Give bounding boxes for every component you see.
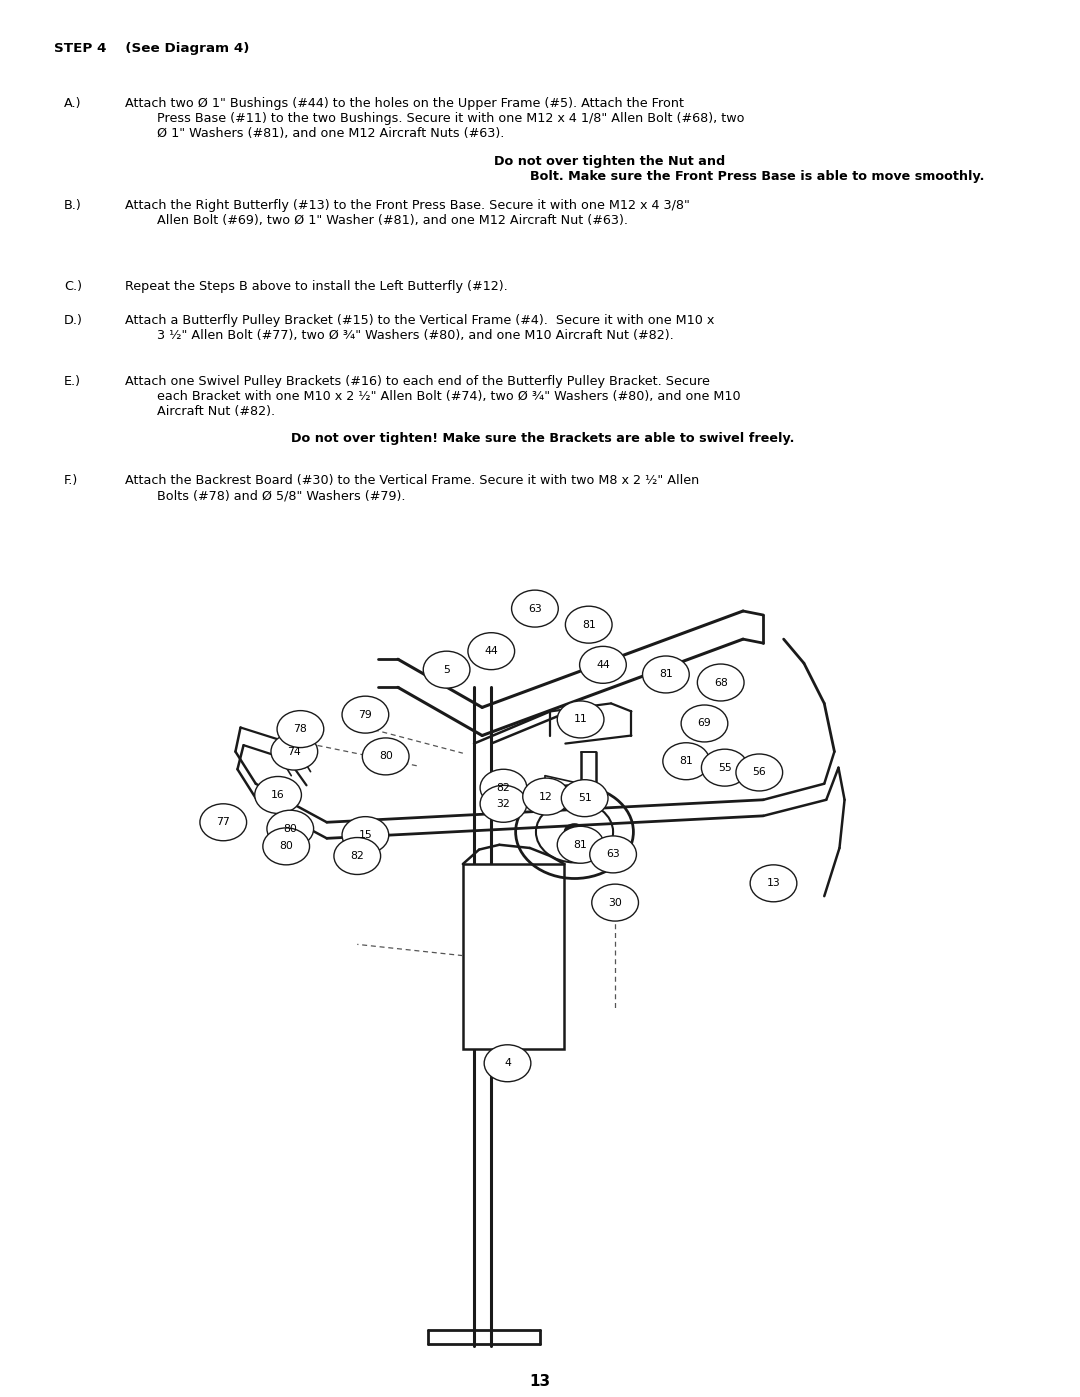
- Text: D.): D.): [64, 314, 83, 327]
- Text: 11: 11: [573, 714, 588, 725]
- Text: 74: 74: [287, 746, 301, 757]
- Circle shape: [481, 770, 527, 806]
- Text: Attach one Swivel Pulley Brackets (#16) to each end of the Butterfly Pulley Brac: Attach one Swivel Pulley Brackets (#16) …: [125, 374, 741, 418]
- Circle shape: [271, 733, 318, 770]
- Circle shape: [643, 657, 689, 693]
- Text: B.): B.): [64, 200, 82, 212]
- FancyBboxPatch shape: [463, 863, 565, 1049]
- Text: 63: 63: [606, 849, 620, 859]
- Text: F.): F.): [64, 474, 78, 488]
- Circle shape: [200, 803, 246, 841]
- Text: 82: 82: [350, 851, 364, 861]
- Text: 81: 81: [573, 840, 588, 849]
- Text: 30: 30: [608, 898, 622, 908]
- Circle shape: [557, 826, 604, 863]
- Circle shape: [468, 633, 514, 669]
- Text: 79: 79: [359, 710, 373, 719]
- Text: STEP 4    (See Diagram 4): STEP 4 (See Diagram 4): [54, 42, 249, 54]
- Text: Attach two Ø 1" Bushings (#44) to the holes on the Upper Frame (#5). Attach the : Attach two Ø 1" Bushings (#44) to the ho…: [125, 96, 744, 140]
- Text: 4: 4: [504, 1059, 511, 1069]
- Text: 44: 44: [485, 647, 498, 657]
- Circle shape: [701, 749, 748, 787]
- Text: E.): E.): [64, 374, 81, 387]
- Text: 5: 5: [443, 665, 450, 675]
- Circle shape: [681, 705, 728, 742]
- Text: Repeat the Steps B above to install the Left Butterfly (#12).: Repeat the Steps B above to install the …: [125, 281, 508, 293]
- Text: 78: 78: [294, 724, 308, 733]
- Circle shape: [362, 738, 409, 775]
- Text: 80: 80: [379, 752, 393, 761]
- Text: 81: 81: [659, 669, 673, 679]
- Text: Attach a Butterfly Pulley Bracket (#15) to the Vertical Frame (#4).  Secure it w: Attach a Butterfly Pulley Bracket (#15) …: [125, 314, 714, 342]
- Circle shape: [562, 780, 608, 817]
- Text: 81: 81: [679, 756, 693, 766]
- Circle shape: [557, 701, 604, 738]
- Circle shape: [735, 754, 783, 791]
- Circle shape: [751, 865, 797, 902]
- Circle shape: [267, 810, 313, 847]
- Circle shape: [255, 777, 301, 813]
- Circle shape: [423, 651, 470, 689]
- Circle shape: [278, 711, 324, 747]
- Text: 13: 13: [529, 1373, 551, 1389]
- Circle shape: [590, 835, 636, 873]
- Text: 12: 12: [539, 792, 553, 802]
- Circle shape: [566, 606, 612, 643]
- Text: 15: 15: [359, 830, 373, 840]
- Text: 81: 81: [582, 620, 595, 630]
- Text: 13: 13: [767, 879, 781, 888]
- Text: 68: 68: [714, 678, 728, 687]
- Text: Attach the Right Butterfly (#13) to the Front Press Base. Secure it with one M12: Attach the Right Butterfly (#13) to the …: [125, 200, 690, 228]
- Circle shape: [262, 828, 310, 865]
- Circle shape: [663, 743, 710, 780]
- Text: 80: 80: [280, 841, 293, 851]
- Circle shape: [512, 590, 558, 627]
- Text: 82: 82: [497, 782, 511, 792]
- Text: 56: 56: [753, 767, 766, 778]
- Circle shape: [484, 1045, 531, 1081]
- Circle shape: [481, 785, 527, 823]
- Text: 16: 16: [271, 789, 285, 800]
- Text: Do not over tighten! Make sure the Brackets are able to swivel freely.: Do not over tighten! Make sure the Brack…: [291, 432, 794, 446]
- Text: 51: 51: [578, 793, 592, 803]
- Text: A.): A.): [64, 96, 81, 110]
- Circle shape: [523, 778, 569, 814]
- Circle shape: [342, 696, 389, 733]
- Text: 69: 69: [698, 718, 712, 728]
- Text: 55: 55: [718, 763, 731, 773]
- Text: 77: 77: [216, 817, 230, 827]
- Text: 63: 63: [528, 604, 542, 613]
- Text: C.): C.): [64, 281, 82, 293]
- Circle shape: [342, 817, 389, 854]
- Text: Attach the Backrest Board (#30) to the Vertical Frame. Secure it with two M8 x 2: Attach the Backrest Board (#30) to the V…: [125, 474, 699, 502]
- Text: 44: 44: [596, 659, 610, 669]
- Circle shape: [698, 664, 744, 701]
- Circle shape: [592, 884, 638, 921]
- Circle shape: [334, 838, 380, 875]
- Text: 80: 80: [283, 824, 297, 834]
- Circle shape: [565, 824, 584, 840]
- Text: 32: 32: [497, 799, 511, 809]
- Circle shape: [580, 647, 626, 683]
- Text: Do not over tighten the Nut and
        Bolt. Make sure the Front Press Base is : Do not over tighten the Nut and Bolt. Ma…: [494, 155, 984, 183]
